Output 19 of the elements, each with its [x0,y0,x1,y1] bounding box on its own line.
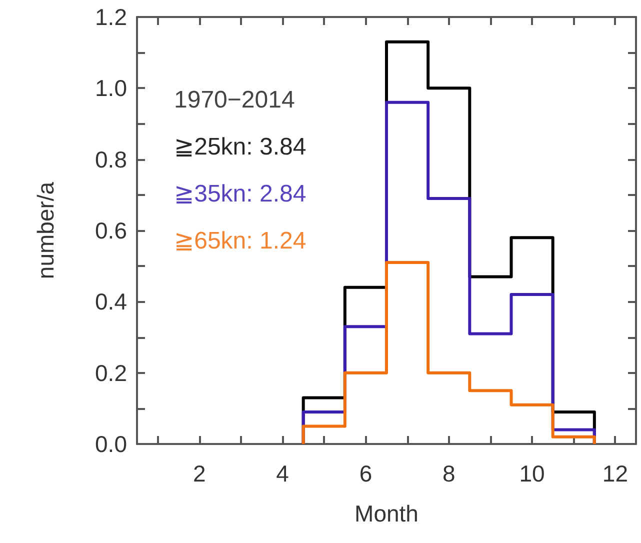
text: ≧35kn: 2.84 [174,180,306,208]
x-tick-label: 10 [519,460,545,486]
y-tick-label: 1.0 [95,75,127,102]
y-tick-label: 0.2 [95,360,127,386]
x-tick-label: 2 [192,460,206,486]
x-tick-label: 6 [359,460,372,486]
text: ≧65kn: 1.24 [174,228,306,254]
x-axis-title: Month [354,500,418,526]
legend-title: 1970−2014 [174,86,295,114]
x-tick-label: 4 [276,460,290,486]
y-tick-label: 0.0 [95,431,127,457]
y-tick-label: 0.6 [95,218,127,244]
y-tick-label: 0.4 [95,288,128,315]
x-tick-label: 12 [602,460,628,486]
text: ≧25kn: 3.84 [174,134,306,160]
y-axis-title: number/a [32,182,58,280]
x-tick-label: 8 [442,460,456,486]
y-tick-label: 1.2 [95,4,127,30]
y-tick-label: 0.8 [95,146,127,172]
